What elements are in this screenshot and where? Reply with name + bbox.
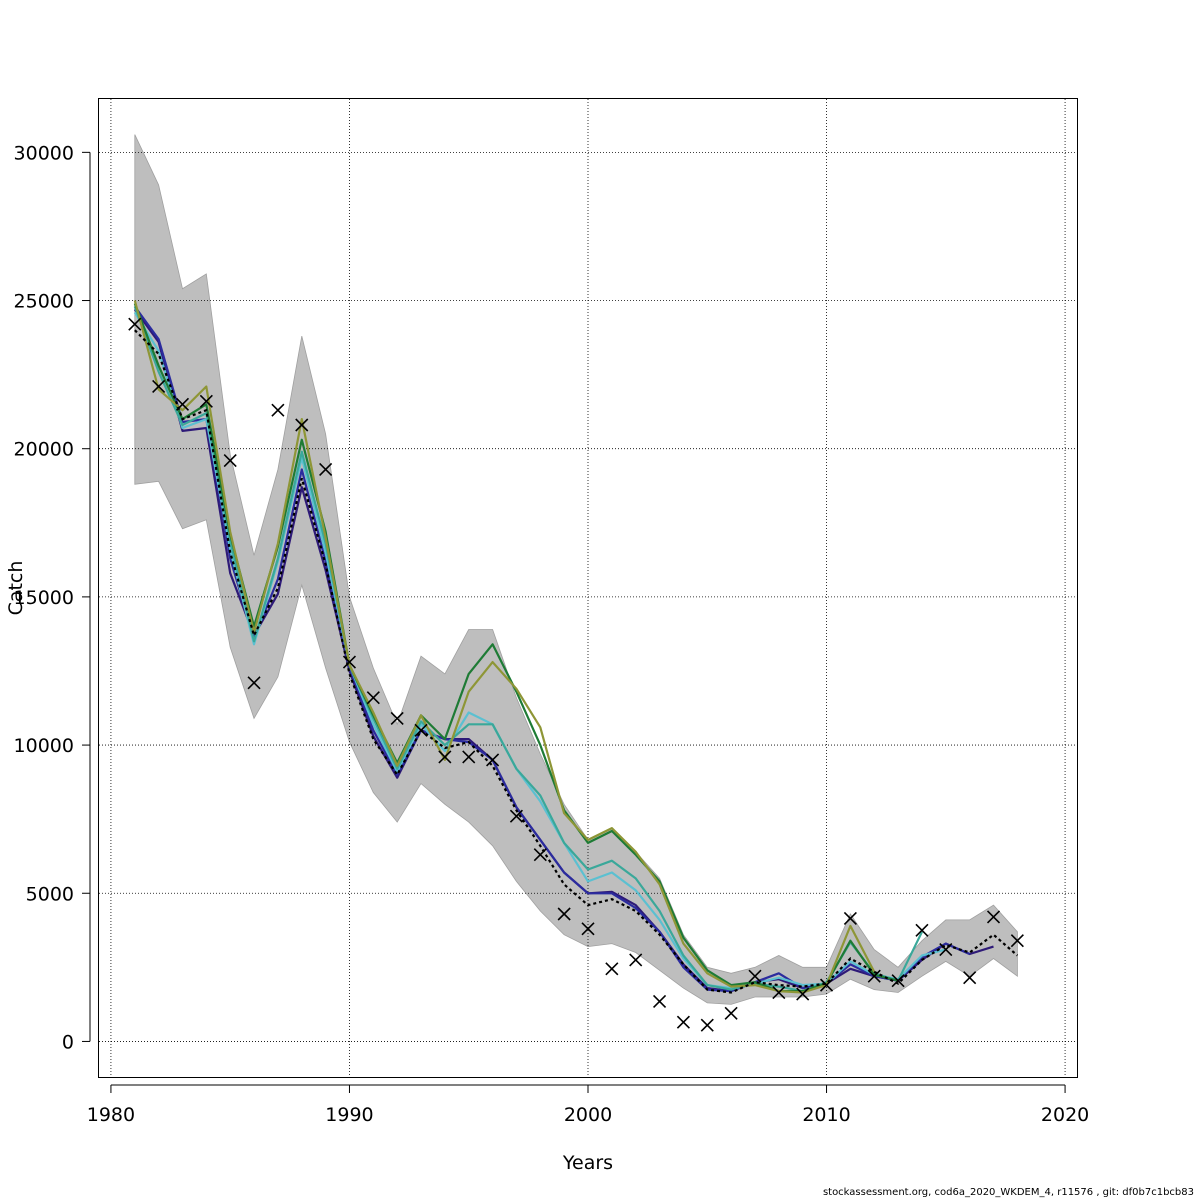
x-tick-label: 2010 [802, 1104, 850, 1126]
x-tick-label: 1980 [87, 1104, 135, 1126]
observed-catch-point [629, 953, 643, 967]
observed-catch-point [915, 923, 929, 937]
observed-catch-point [486, 753, 500, 767]
observed-catch-point [819, 978, 834, 992]
estimate-dashed-line [134, 329, 1019, 994]
observed-catch-point [605, 962, 619, 976]
observed-catch-point [342, 655, 357, 669]
retro-peel-line [133, 306, 923, 993]
observed-catch-point [152, 379, 166, 394]
observed-catch-point [271, 403, 285, 417]
observed-catch-point [462, 750, 476, 764]
y-tick-label: 15000 [14, 587, 74, 609]
observed-catch-point [223, 453, 237, 468]
observed-catch-point [128, 317, 142, 331]
observed-catch-point [414, 723, 428, 737]
observed-catch-point [295, 418, 309, 432]
observed-catch-point [247, 676, 261, 690]
observed-catch-point [748, 969, 762, 983]
confidence-band-area [134, 134, 1018, 1005]
footer-credit: stockassessment.org, cod6a_2020_WKDEM_4,… [822, 1187, 1194, 1198]
y-axis-title: Catch [5, 561, 27, 616]
observed-catch-point [1010, 934, 1024, 948]
x-tick-label: 2000 [564, 1104, 612, 1126]
x-axis: 1980 1990 2000 2010 2020 [87, 1084, 1089, 1126]
retro-peel-line [133, 300, 876, 994]
y-tick-label: 0 [62, 1031, 74, 1053]
confidence-band [134, 134, 1018, 1005]
observed-catch-point [867, 969, 881, 983]
observed-catch-point [724, 1006, 738, 1020]
observed-catch-point [772, 985, 786, 1000]
x-tick-label: 2020 [1041, 1104, 1089, 1126]
observed-catch-point [843, 911, 857, 926]
observed-catch-point [891, 974, 905, 988]
observed-catch-point [676, 1015, 690, 1029]
observed-catch-point [199, 394, 213, 408]
observed-catch-point [796, 987, 810, 1001]
observed-catch-point [175, 397, 190, 411]
observed-catch-point [319, 462, 333, 477]
observed-catch-point [700, 1018, 714, 1032]
y-tick-label: 5000 [26, 883, 74, 905]
x-axis-title: Years [562, 1152, 613, 1174]
x-tick-label: 1990 [325, 1104, 373, 1126]
y-tick-label: 10000 [14, 735, 74, 757]
y-tick-label: 25000 [14, 291, 74, 313]
observed-catch-point [939, 942, 953, 957]
y-tick-label: 20000 [14, 439, 74, 461]
observed-catch-point [652, 994, 667, 1008]
observed-catch-point [963, 971, 977, 985]
observed-points [128, 317, 1024, 1032]
observed-catch-point [366, 691, 380, 705]
plot-frame [98, 98, 1078, 1078]
observed-catch-point [438, 750, 452, 764]
observed-catch-point [509, 809, 524, 823]
observed-catch-point [581, 922, 595, 936]
y-axis: 0 5000 10000 15000 20000 25000 30000 [14, 142, 91, 1053]
observed-catch-point [986, 910, 1001, 924]
observed-catch-point [390, 711, 404, 725]
observed-catch-point [557, 907, 571, 921]
y-tick-label: 30000 [14, 142, 74, 164]
observed-catch-point [533, 848, 547, 862]
